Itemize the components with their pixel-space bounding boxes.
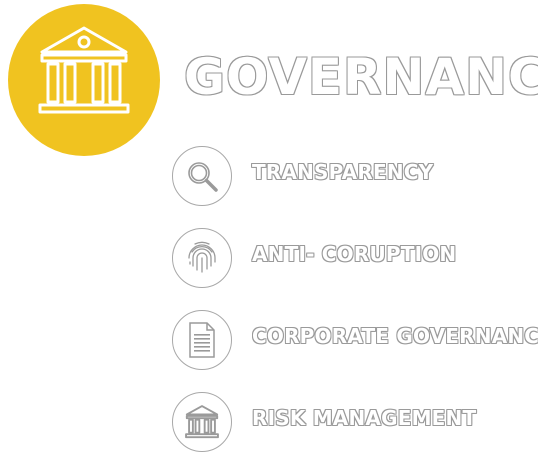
list-item-corporate-governance: CORPORATE GOVERNANCE — [172, 310, 538, 374]
bank-building-icon — [185, 405, 219, 439]
governance-badge — [8, 4, 160, 156]
item-label: RISK MANAGEMENT — [252, 406, 477, 430]
item-label: CORPORATE GOVERNANCE — [252, 324, 538, 348]
document-icon — [189, 322, 215, 358]
list-item-anti-corruption: ANTI- CORUPTION — [172, 228, 538, 292]
item-icon-circle — [172, 228, 232, 288]
fingerprint-icon — [188, 241, 216, 273]
page-title: GOVERNANCE — [184, 48, 538, 106]
bank-building-icon — [38, 26, 130, 114]
item-icon-circle — [172, 146, 232, 206]
list-item-risk-management: RISK MANAGEMENT — [172, 392, 538, 456]
item-icon-circle — [172, 392, 232, 452]
item-label: ANTI- CORUPTION — [252, 242, 457, 266]
list-item-transparency: TRANSPARENCY — [172, 146, 538, 210]
magnifier-icon — [188, 162, 218, 192]
item-icon-circle — [172, 310, 232, 370]
item-label: TRANSPARENCY — [252, 160, 434, 184]
